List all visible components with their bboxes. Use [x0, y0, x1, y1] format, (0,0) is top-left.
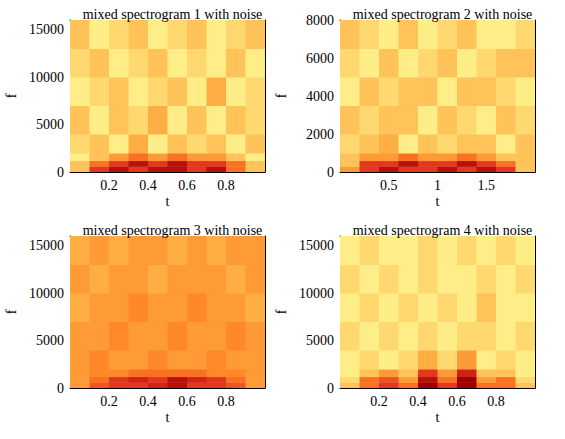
svg-text:f: f — [4, 93, 19, 98]
svg-text:1.5: 1.5 — [478, 178, 496, 193]
svg-text:2000: 2000 — [306, 127, 334, 142]
svg-text:0.4: 0.4 — [139, 178, 157, 193]
svg-text:15000: 15000 — [29, 22, 64, 37]
svg-text:5000: 5000 — [306, 333, 334, 348]
svg-text:0: 0 — [57, 381, 64, 396]
svg-text:t: t — [166, 194, 170, 209]
svg-text:f: f — [274, 309, 289, 314]
svg-text:t: t — [166, 410, 170, 425]
svg-text:mixed spectrogram 2 with noise: mixed spectrogram 2 with noise — [353, 7, 533, 22]
svg-text:10000: 10000 — [299, 286, 334, 301]
svg-text:f: f — [4, 309, 19, 314]
svg-text:5000: 5000 — [36, 333, 64, 348]
svg-text:mixed spectrogram 1 with noise: mixed spectrogram 1 with noise — [83, 7, 263, 22]
svg-text:0: 0 — [327, 381, 334, 396]
svg-text:6000: 6000 — [306, 51, 334, 66]
svg-text:0.8: 0.8 — [217, 178, 235, 193]
svg-text:0.4: 0.4 — [139, 394, 157, 409]
svg-text:10000: 10000 — [29, 286, 64, 301]
svg-text:0.5: 0.5 — [380, 178, 398, 193]
svg-text:0.6: 0.6 — [448, 394, 466, 409]
svg-text:f: f — [274, 93, 289, 98]
svg-text:mixed spectrogram 4 with noise: mixed spectrogram 4 with noise — [353, 223, 533, 238]
svg-text:t: t — [436, 194, 440, 209]
svg-text:0.4: 0.4 — [409, 394, 427, 409]
svg-text:0.6: 0.6 — [178, 394, 196, 409]
svg-text:15000: 15000 — [29, 238, 64, 253]
svg-text:mixed spectrogram 3 with noise: mixed spectrogram 3 with noise — [83, 223, 263, 238]
svg-text:0.8: 0.8 — [487, 394, 505, 409]
svg-text:0.8: 0.8 — [217, 394, 235, 409]
svg-text:0.2: 0.2 — [100, 178, 118, 193]
svg-text:0.6: 0.6 — [178, 178, 196, 193]
svg-text:t: t — [436, 410, 440, 425]
svg-text:0: 0 — [327, 165, 334, 180]
svg-text:1: 1 — [434, 178, 441, 193]
svg-text:5000: 5000 — [36, 117, 64, 132]
svg-text:4000: 4000 — [306, 89, 334, 104]
svg-text:8000: 8000 — [306, 13, 334, 28]
svg-text:0.2: 0.2 — [370, 394, 388, 409]
svg-text:15000: 15000 — [299, 238, 334, 253]
svg-text:0: 0 — [57, 165, 64, 180]
svg-text:10000: 10000 — [29, 70, 64, 85]
svg-text:0.2: 0.2 — [100, 394, 118, 409]
